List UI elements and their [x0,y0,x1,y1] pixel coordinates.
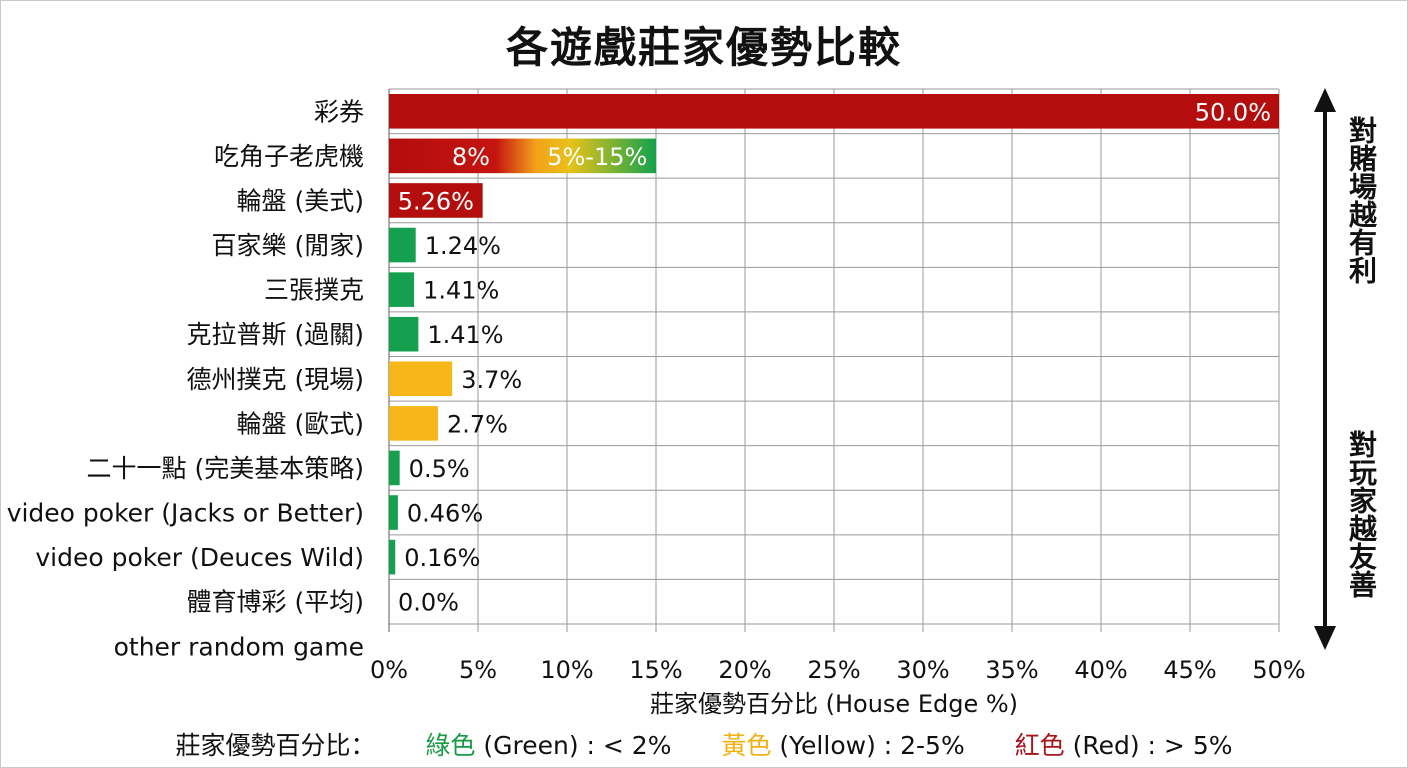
bar [389,316,419,352]
category-label: 輪盤 (美式) [237,186,364,215]
bar [389,450,400,486]
x-tick-label: 25% [807,656,860,684]
bar-value-label: 1.41% [427,321,503,349]
bar [389,406,438,441]
bar-value-label: 0.16% [404,544,480,572]
side-label-player: 對玩家越友善 [1345,430,1378,598]
bar [389,361,453,397]
x-tick-label: 40% [1074,656,1127,684]
bar [389,272,415,307]
legend-yellow-text: (Yellow) : 2-5% [779,731,965,760]
bar-value-label: 5%-15% [547,143,647,171]
bar-value-label: 5.26% [398,187,474,215]
legend: 莊家優勢百分比： 綠色 (Green) : < 2% 黃色 (Yellow) :… [0,726,1408,762]
x-tick-label: 5% [459,656,497,684]
legend-green-word: 綠色 [425,731,476,760]
x-tick-label: 20% [718,656,771,684]
category-label: video poker (Jacks or Better) [7,499,364,528]
category-label: 三張撲克 [264,276,364,305]
x-tick-label: 10% [540,656,593,684]
bar-value-label: 0.46% [407,500,483,528]
legend-green-text: (Green) : < 2% [483,731,672,760]
x-tick-label: 0% [370,656,408,684]
category-label: 體育博彩 (平均) [187,588,364,617]
category-label: other random game [114,632,364,661]
bar-value-label: 0.5% [409,455,470,483]
x-tick-label: 30% [896,656,949,684]
category-label: 克拉普斯 (過關) [187,320,364,349]
legend-prefix: 莊家優勢百分比： [175,731,376,760]
category-label: 二十一點 (完美基本策略) [87,454,364,483]
bar [389,495,398,530]
bar [389,94,1279,129]
category-label: 百家樂 (閒家) [212,231,364,260]
legend-red-word: 紅色 [1014,731,1065,760]
chart-title: 各遊戲莊家優勢比較 [505,23,902,72]
x-tick-label: 15% [629,656,682,684]
legend-red-text: (Red) : > 5% [1072,731,1233,760]
category-label: 輪盤 (歐式) [237,409,364,438]
bar [389,183,483,218]
bar-value-label: 1.24% [425,232,501,260]
side-label-casino: 對賭場越有利 [1345,116,1378,284]
bar [389,227,416,263]
x-tick-label: 45% [1163,656,1216,684]
grid [388,88,1280,632]
category-label: 吃角子老虎機 [214,142,364,171]
arrow-up-head [1314,88,1336,112]
bar-value-label: 0.0% [398,589,459,617]
bar-value-label: 3.7% [461,366,522,394]
bar [389,138,656,174]
category-label: 彩券 [314,97,364,126]
bar-value-label: 2.7% [447,410,508,438]
scale-arrow [1314,88,1336,650]
x-axis-title: 莊家優勢百分比 (House Edge %) [649,690,1019,718]
bar [389,539,396,575]
legend-yellow-word: 黃色 [721,731,772,760]
x-tick-label: 50% [1252,656,1305,684]
category-label: video poker (Deuces Wild) [35,543,364,572]
arrow-down-head [1314,626,1336,650]
x-tick-label: 35% [985,656,1038,684]
labels: 0% 5% 10% 15% 20% 25% 30% 35% 40% 45% 50% 彩券 50.0% 吃角… [7,97,1306,684]
bars [389,94,1279,575]
bar-value-label: 8% [452,143,490,171]
bar-value-label: 1.41% [423,277,499,305]
bar-value-label: 50.0% [1195,98,1271,126]
category-label: 德州撲克 (現場) [187,365,364,394]
